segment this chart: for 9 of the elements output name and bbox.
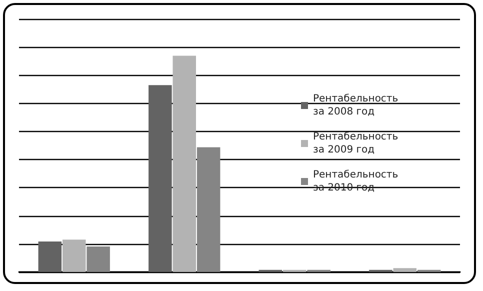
legend-label: Рентабельность за 2008 год [313, 94, 402, 118]
bar [196, 147, 220, 272]
bar [172, 56, 196, 272]
bar [148, 85, 172, 272]
bar [38, 242, 62, 272]
legend-label: Рентабельность за 2009 год [313, 132, 402, 156]
bar [393, 268, 417, 272]
bar [86, 246, 110, 272]
bar [62, 240, 86, 272]
